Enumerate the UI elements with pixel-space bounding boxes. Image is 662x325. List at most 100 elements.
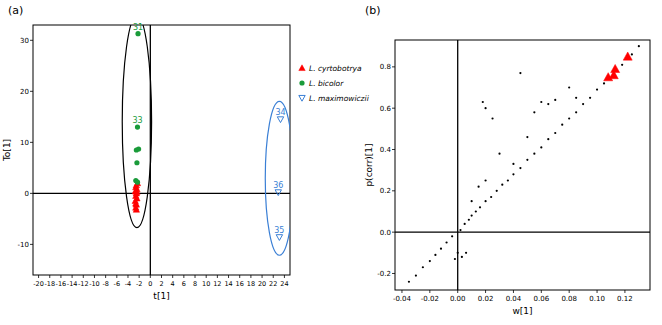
- point: [512, 173, 514, 175]
- y-tick: [30, 91, 33, 92]
- x-tick-label: 0: [148, 280, 152, 288]
- y-tick-label: 20: [20, 88, 29, 96]
- x-tick: [485, 290, 486, 293]
- y-tick-label: 0.8: [380, 63, 391, 71]
- point: [526, 159, 528, 161]
- point: [422, 266, 424, 268]
- x-tick: [38, 275, 39, 278]
- y-axis-title: To[1]: [2, 139, 12, 162]
- x-tick-label: 18: [247, 280, 255, 288]
- plot-area: [122, 25, 290, 255]
- y-tick-label: -0.2: [377, 270, 391, 278]
- legend-label: L. maximowiczii: [309, 94, 370, 103]
- point: [621, 64, 623, 66]
- y-tick-label: 10: [20, 139, 29, 147]
- point: [482, 101, 484, 103]
- zero-line-y: [33, 193, 290, 194]
- chart-1: (b)-0.04-0.020.000.020.040.060.080.100.1…: [364, 4, 650, 316]
- point-label: 36: [273, 181, 283, 190]
- point: [589, 97, 591, 99]
- y-tick: [392, 190, 395, 191]
- point: [471, 215, 473, 217]
- x-tick-label: 10: [202, 280, 210, 288]
- point: [454, 258, 456, 260]
- point: [475, 210, 477, 212]
- point: [468, 219, 470, 221]
- point-labels: 3133343635: [132, 23, 285, 236]
- x-tick: [541, 290, 542, 293]
- x-tick-label: -10: [89, 280, 100, 288]
- plot-area: [408, 45, 640, 283]
- point: [459, 229, 461, 231]
- point: [133, 206, 139, 212]
- point: [547, 138, 549, 140]
- x-tick: [239, 275, 240, 278]
- point: [512, 163, 514, 165]
- x-tick-label: -20: [33, 280, 44, 288]
- x-tick-label: 8: [193, 280, 197, 288]
- x-tick: [83, 275, 84, 278]
- x-tick: [60, 275, 61, 278]
- x-axis-title: w[1]: [512, 306, 532, 316]
- x-tick: [250, 275, 251, 278]
- legend-marker: [299, 95, 305, 101]
- x-tick-label: 2: [159, 280, 163, 288]
- plot-frame: [395, 40, 650, 290]
- point-label: 35: [274, 226, 284, 235]
- x-tick: [273, 275, 274, 278]
- point: [134, 189, 140, 195]
- y-tick: [30, 193, 33, 194]
- point-label: 33: [132, 116, 142, 125]
- x-tick: [624, 290, 625, 293]
- point: [582, 103, 584, 105]
- x-tick: [72, 275, 73, 278]
- point: [540, 146, 542, 148]
- point: [471, 200, 473, 202]
- x-tick: [597, 290, 598, 293]
- figure: (a)-20-18-16-14-12-10-8-6-4-202468101214…: [0, 0, 662, 325]
- point: [623, 52, 632, 60]
- panel-title: (b): [365, 4, 381, 17]
- x-tick-label: 6: [182, 280, 186, 288]
- point: [575, 97, 577, 99]
- x-tick-label: -4: [125, 280, 131, 288]
- point: [429, 260, 431, 262]
- x-tick-label: -6: [114, 280, 120, 288]
- point: [498, 153, 500, 155]
- point: [484, 200, 486, 202]
- x-tick: [284, 275, 285, 278]
- point: [135, 180, 140, 185]
- point: [519, 167, 521, 169]
- point: [490, 196, 492, 198]
- point: [561, 124, 563, 126]
- point-label: 34: [275, 108, 285, 117]
- x-tick-label: 14: [224, 280, 232, 288]
- point: [484, 179, 486, 181]
- x-tick-label: -12: [78, 280, 89, 288]
- point: [461, 256, 463, 258]
- point: [136, 146, 141, 151]
- point: [277, 117, 283, 123]
- x-tick: [116, 275, 117, 278]
- legend-marker: [299, 80, 304, 85]
- point: [526, 136, 528, 138]
- y-tick-label: -10: [18, 241, 29, 249]
- point: [547, 103, 549, 105]
- point: [464, 223, 466, 225]
- y-tick-label: 0.4: [380, 146, 392, 154]
- legend: L. cyrtobotryaL. bicolorL. maximowiczii: [299, 64, 370, 103]
- y-tick: [392, 149, 395, 150]
- point: [457, 252, 459, 254]
- y-tick-label: 0.6: [380, 105, 392, 113]
- x-tick-label: 22: [269, 280, 277, 288]
- point: [408, 281, 410, 283]
- x-tick-label: 0.06: [534, 295, 550, 303]
- y-tick: [392, 273, 395, 274]
- x-tick-label: -8: [102, 280, 108, 288]
- x-tick-label: 0.00: [450, 295, 466, 303]
- point: [134, 160, 139, 165]
- point: [631, 53, 633, 55]
- group-ellipse: [265, 101, 290, 255]
- panel-title: (a): [8, 4, 23, 17]
- y-tick: [30, 142, 33, 143]
